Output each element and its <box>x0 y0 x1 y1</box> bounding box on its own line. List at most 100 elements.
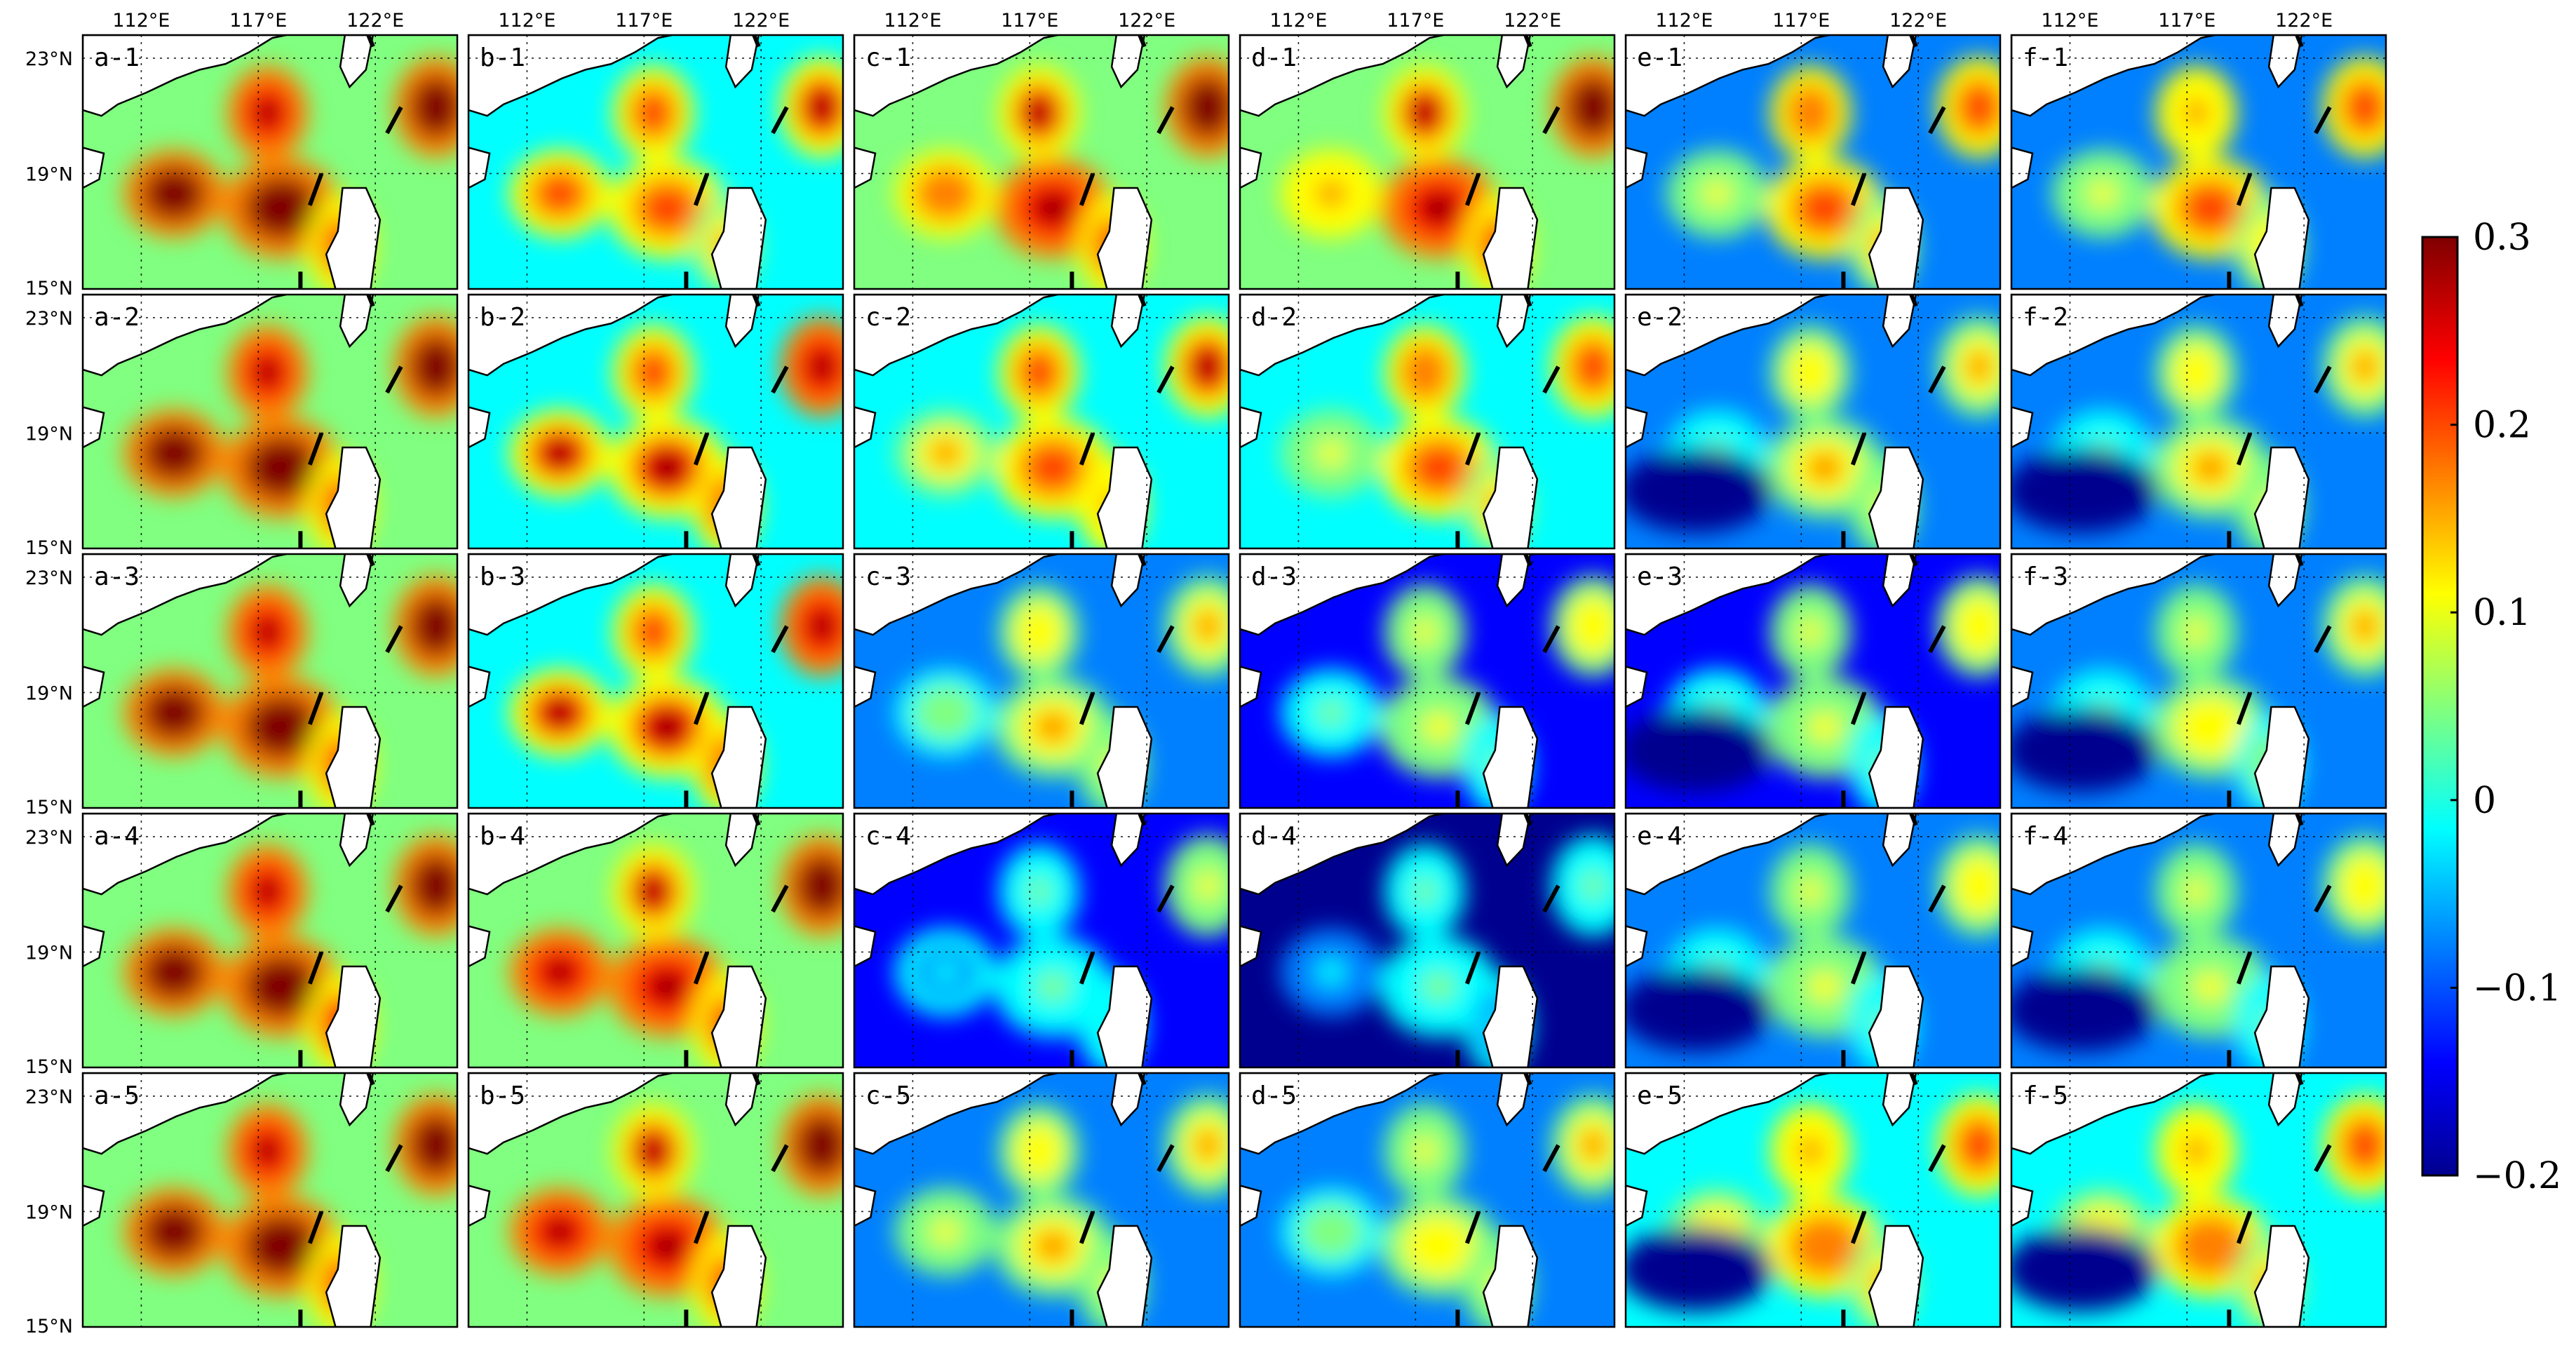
taiwan-land <box>2267 35 2303 89</box>
sea-level-field <box>2011 554 2386 808</box>
panel-a-2: a-2 <box>81 293 459 550</box>
panel-label: d-2 <box>1251 303 1297 332</box>
section-line <box>1464 432 1481 466</box>
mainland-land <box>468 1073 673 1155</box>
mainland-land <box>1626 295 1830 377</box>
luzon-land <box>2253 965 2310 1067</box>
luzon-land <box>710 187 767 289</box>
lat-tick-15: 15°N <box>25 1316 73 1337</box>
panel-label: c-2 <box>865 303 911 332</box>
luzon-land <box>1482 446 1539 548</box>
lat-tick-19: 19°N <box>25 163 73 185</box>
panel-frame <box>853 34 1230 290</box>
colorbar-tick-label: 0.1 <box>2473 592 2531 634</box>
luzon-land <box>710 446 767 548</box>
section-line <box>693 1211 710 1244</box>
section-line <box>1156 1144 1175 1173</box>
sea-level-field <box>468 814 843 1067</box>
hainan-land <box>1240 147 1262 189</box>
section-line <box>1850 692 1867 725</box>
panel-b-1: b-1 <box>467 34 844 290</box>
sea-level-field <box>1626 35 2000 289</box>
mainland-land <box>854 295 1058 377</box>
mainland-land <box>1240 35 1444 117</box>
panel-label: b-3 <box>480 562 525 591</box>
section-line <box>1464 1211 1481 1244</box>
sea-level-field <box>854 554 1229 808</box>
lat-tick-19: 19°N <box>25 1201 73 1223</box>
mainland-land <box>83 1073 287 1155</box>
section-line <box>1542 106 1560 135</box>
panel-frame <box>467 34 844 290</box>
panel-frame <box>467 812 844 1069</box>
panel-frame <box>1624 553 2002 809</box>
taiwan-land <box>1882 814 1917 868</box>
hainan-land <box>2011 666 2034 708</box>
section-line <box>366 814 375 826</box>
sea-level-field <box>1626 1073 2000 1327</box>
panel-d-3: d-3 <box>1239 553 1616 809</box>
panel-label: f-5 <box>2023 1081 2068 1110</box>
panel-frame <box>1239 1072 1616 1328</box>
panel-b-5: b-5 <box>467 1072 844 1328</box>
section-line <box>307 432 324 466</box>
hainan-land <box>854 925 877 968</box>
section-line <box>1079 432 1095 466</box>
luzon-land <box>1868 187 1924 289</box>
sea-level-field <box>468 1073 843 1327</box>
section-line <box>2314 625 2332 654</box>
lon-tick-122: 122°E <box>2275 10 2333 32</box>
hainan-land <box>1626 666 1648 708</box>
section-line <box>1138 1073 1147 1086</box>
panel-frame <box>2010 553 2387 809</box>
panel-label: e-5 <box>1637 1081 1683 1110</box>
lon-tick-112: 112°E <box>1269 10 1327 32</box>
panel-d-4: d-4 <box>1239 812 1616 1069</box>
section-line <box>307 173 324 206</box>
lon-tick-112: 112°E <box>112 10 170 32</box>
section-line <box>1523 814 1532 826</box>
mainland-land <box>1626 814 1830 896</box>
panel-frame <box>2010 1072 2387 1328</box>
panel-label: e-4 <box>1637 822 1683 851</box>
hainan-land <box>83 1185 105 1227</box>
luzon-land <box>1482 187 1539 289</box>
panel-frame <box>1239 293 1616 550</box>
section-line <box>1156 884 1175 913</box>
taiwan-land <box>1882 554 1917 608</box>
lon-tick-117: 117°E <box>1001 10 1058 32</box>
section-line <box>1523 1073 1532 1086</box>
taiwan-land <box>339 814 375 868</box>
section-line <box>366 554 375 567</box>
lon-tick-122: 122°E <box>1118 10 1175 32</box>
taiwan-land <box>339 295 375 349</box>
panel-e-2: e-2 <box>1624 293 2002 550</box>
luzon-land <box>710 965 767 1067</box>
panel-f-4: f-4 <box>2010 812 2387 1069</box>
luzon-land <box>325 446 382 548</box>
panel-c-3: c-3 <box>853 553 1230 809</box>
section-line <box>385 625 403 654</box>
panel-label: c-3 <box>865 562 911 591</box>
section-line <box>1542 1144 1560 1173</box>
hainan-land <box>1626 147 1648 189</box>
sea-level-field <box>468 554 843 808</box>
mainland-land <box>468 295 673 377</box>
luzon-land <box>325 706 382 808</box>
taiwan-land <box>724 295 760 349</box>
lon-tick-112: 112°E <box>884 10 941 32</box>
luzon-land <box>1096 965 1153 1067</box>
sea-level-field <box>83 35 457 289</box>
taiwan-land <box>1882 1073 1917 1127</box>
mainland-land <box>83 295 287 377</box>
panel-a-1: a-1 <box>81 34 459 290</box>
panel-c-2: c-2 <box>853 293 1230 550</box>
panel-frame <box>467 1072 844 1328</box>
luzon-land <box>1868 1225 1924 1327</box>
section-line <box>1079 692 1095 725</box>
lon-tick-117: 117°E <box>2158 10 2216 32</box>
lat-tick-23: 23°N <box>25 48 73 70</box>
sea-level-field <box>1240 814 1614 1067</box>
panel-e-5: e-5 <box>1624 1072 2002 1328</box>
panel-label: f-4 <box>2023 822 2068 851</box>
